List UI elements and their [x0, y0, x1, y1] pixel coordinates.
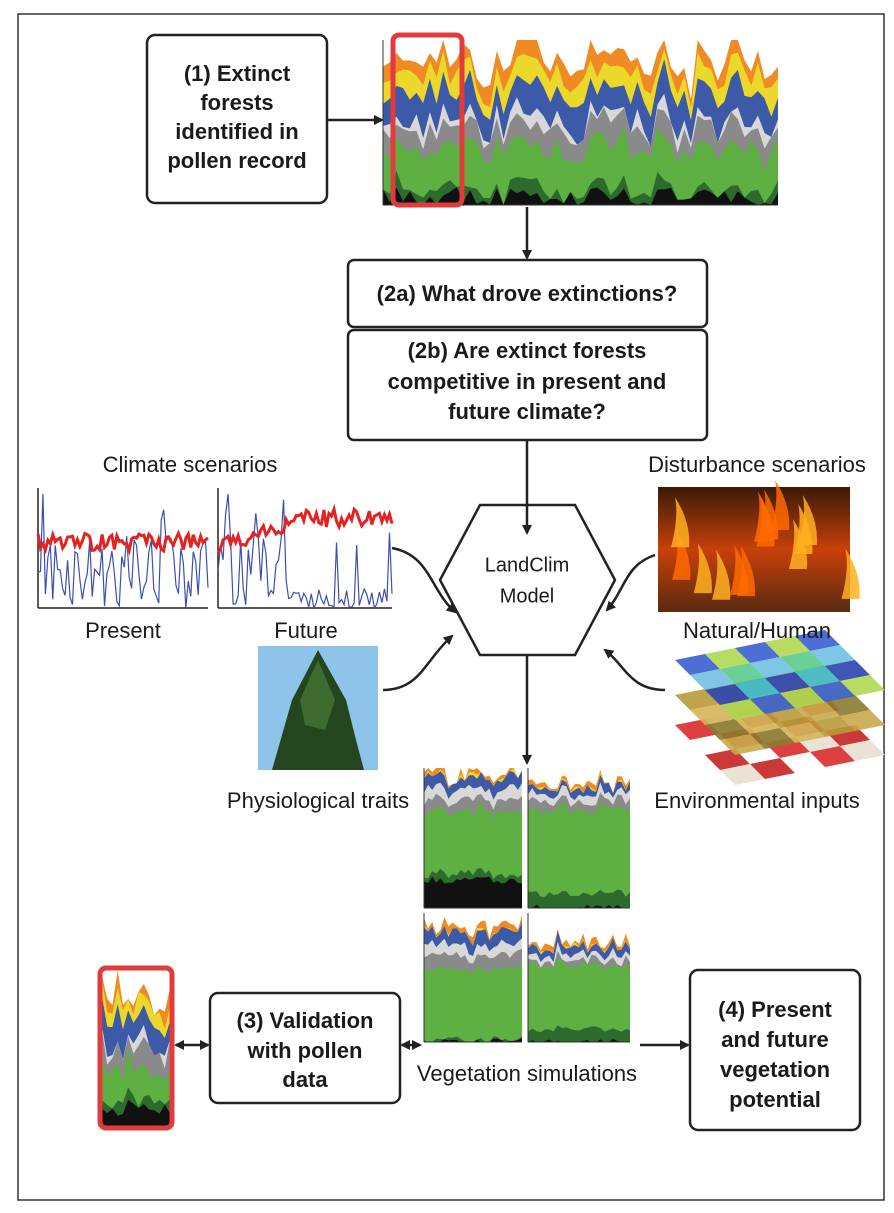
layer-cell [780, 752, 825, 773]
layer-cell [825, 660, 870, 681]
box-text: (1) Extinct [184, 61, 291, 86]
caption: Future [274, 618, 338, 643]
layer-cell [810, 645, 855, 666]
area-illustration [383, 170, 778, 205]
area-illustration [424, 962, 522, 1042]
layer-cell [705, 684, 750, 705]
box-text: competitive in present and [388, 369, 667, 394]
area-illustration [383, 187, 778, 205]
caption: Climate scenarios [103, 452, 278, 477]
box-text: future climate? [448, 399, 606, 424]
layer-cell [765, 636, 810, 657]
line-illustration [37, 493, 209, 609]
line-illustration [217, 493, 393, 610]
layer-cell [690, 704, 735, 725]
box-text: identified in [175, 119, 298, 144]
layer-cell [720, 663, 765, 684]
layer-cell [720, 699, 765, 720]
area-illustration [528, 959, 630, 1042]
area-illustration [528, 889, 630, 908]
layer-cell [810, 716, 855, 737]
arrows [174, 115, 690, 1050]
caption: Disturbance scenarios [648, 452, 866, 477]
layer-cell [780, 722, 825, 743]
model-text: LandClim [485, 554, 569, 576]
layer-cell [810, 746, 855, 767]
layer-cell [795, 666, 840, 687]
highlight-frame [97, 965, 175, 1131]
box-text: vegetation [720, 1057, 830, 1082]
illustrations [36, 32, 885, 1131]
flame [693, 543, 712, 594]
flame [788, 518, 808, 569]
flame [670, 497, 690, 548]
caption: Physiological traits [227, 788, 409, 813]
layer-cell [795, 701, 840, 722]
layer-cell [750, 758, 795, 779]
layer-cell [735, 642, 780, 663]
area-illustration [383, 125, 778, 205]
caption: Environmental inputs [654, 788, 859, 813]
layer-cell [690, 669, 735, 690]
layer-cell [750, 657, 795, 678]
layer-cell [720, 764, 765, 785]
area-illustration [424, 1038, 522, 1042]
flame [798, 495, 818, 546]
box-text: (3) Validation [237, 1008, 374, 1033]
layer-cell [840, 675, 885, 696]
area-illustration [424, 876, 522, 908]
flame [841, 548, 860, 599]
box-text: forests [200, 90, 273, 115]
frame [17, 13, 885, 1201]
layer-cell [765, 672, 810, 693]
layer-cell [750, 728, 795, 749]
layer-cell [780, 651, 825, 672]
flame [712, 549, 731, 600]
caption: Present [85, 618, 161, 643]
box-text: potential [729, 1087, 821, 1112]
caption: Vegetation simulations [417, 1061, 637, 1086]
box-2a [346, 258, 709, 329]
layer-cell [795, 630, 840, 651]
model-hexagon [438, 503, 617, 657]
layer-cell [705, 719, 750, 740]
box-text: and future [721, 1027, 829, 1052]
layer-cell [735, 713, 780, 734]
flame [672, 529, 691, 580]
layer-cell [765, 707, 810, 728]
box-text: pollen record [167, 148, 306, 173]
box-text: with pollen [247, 1038, 363, 1063]
box-text: (4) Present [718, 997, 832, 1022]
box-text: (2a) What drove extinctions? [377, 281, 678, 306]
line-illustration [36, 529, 209, 556]
layer-cell [735, 678, 780, 699]
layer-cell [840, 740, 885, 761]
layer-cell [810, 681, 855, 702]
layer-cell [675, 654, 720, 675]
box-text: data [282, 1067, 328, 1092]
layer-cell [825, 695, 870, 716]
area-illustration [528, 1025, 630, 1042]
box-4 [688, 968, 862, 1132]
layer-cell [675, 689, 720, 710]
layer-cell [840, 710, 885, 731]
flame [756, 496, 775, 547]
area-illustration [102, 1099, 170, 1126]
model-text: Model [500, 585, 554, 607]
box-text: (2b) Are extinct forests [408, 338, 647, 363]
tree [300, 660, 335, 730]
layer-cell [750, 693, 795, 714]
flame [730, 544, 749, 595]
highlight-frame [390, 32, 465, 208]
layer-cell [780, 687, 825, 708]
area-illustration [528, 803, 630, 908]
line-illustration [216, 503, 394, 555]
layer-cell [720, 734, 765, 755]
caption: Natural/Human [683, 618, 831, 643]
layer-cell [705, 648, 750, 669]
